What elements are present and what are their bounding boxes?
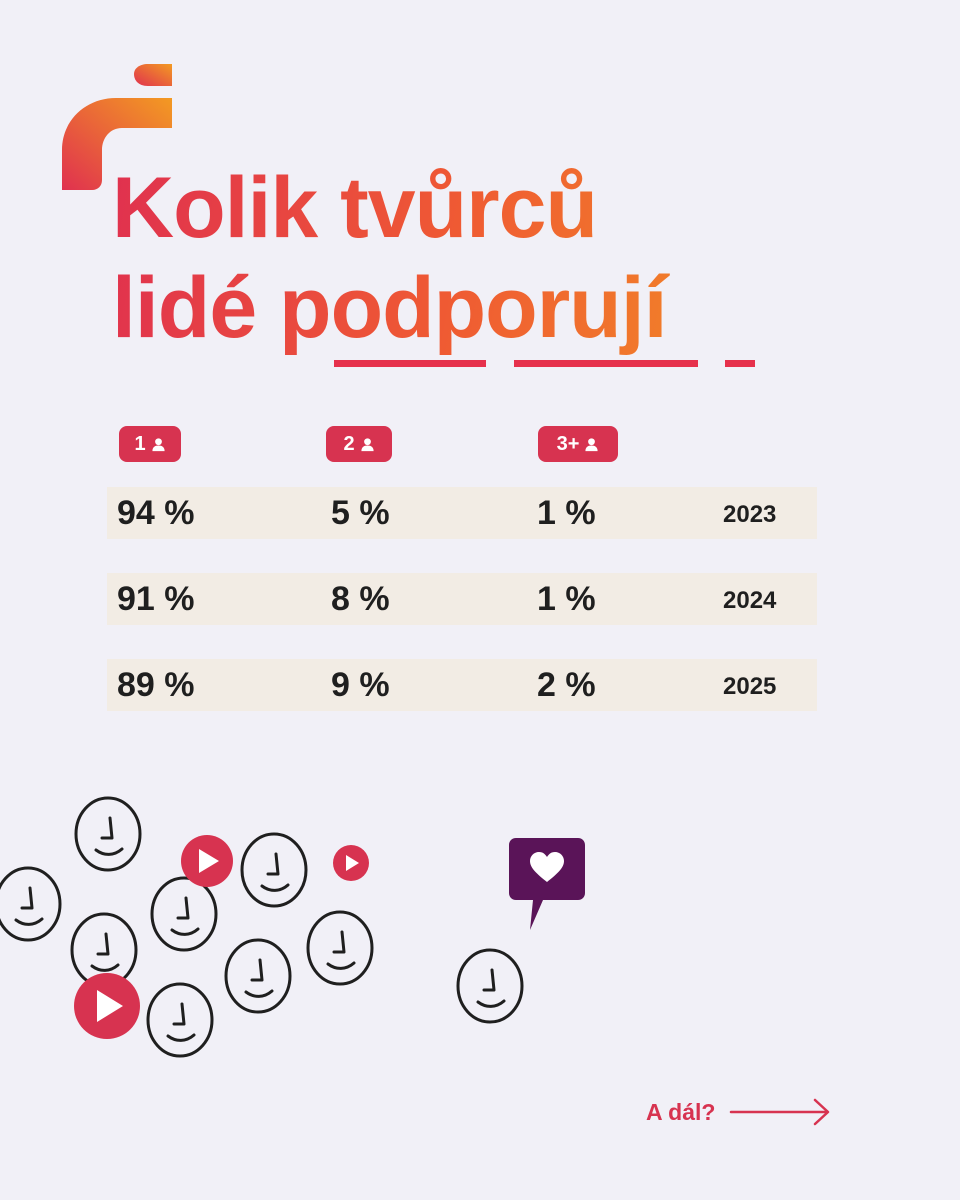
face-icon xyxy=(306,910,374,986)
face-icon xyxy=(224,938,292,1014)
person-icon xyxy=(151,437,165,451)
play-icon xyxy=(181,835,233,887)
column-badge-2: 2 xyxy=(326,426,392,462)
face-icon xyxy=(146,982,214,1058)
next-link[interactable]: A dál? xyxy=(646,1092,833,1132)
column-badge-3: 3+ xyxy=(538,426,618,462)
person-icon xyxy=(360,437,374,451)
person-icon xyxy=(585,437,598,451)
table-cell: 1 % xyxy=(537,494,596,532)
face-icon xyxy=(0,866,62,942)
next-link-label: A dál? xyxy=(646,1098,716,1125)
table-cell: 2 % xyxy=(537,666,596,704)
play-icon xyxy=(333,845,369,881)
row-year: 2025 xyxy=(723,673,777,700)
face-icon xyxy=(150,876,218,952)
table-row: 91 % 8 % 1 % 2024 xyxy=(107,573,817,625)
title-line-2: lidé podporují xyxy=(112,258,872,358)
face-icon xyxy=(456,948,524,1024)
table-row: 94 % 5 % 1 % 2023 xyxy=(107,487,817,539)
title-line-2-plain: lidé xyxy=(112,260,280,356)
arrow-right-icon xyxy=(730,1098,830,1126)
row-year: 2024 xyxy=(723,587,777,614)
column-badge-label: 2 xyxy=(343,432,355,455)
table-cell: 94 % xyxy=(117,494,195,532)
face-icon xyxy=(240,832,308,908)
page-title: Kolik tvůrců lidé podporují xyxy=(112,158,872,358)
column-badge-label: 1 xyxy=(134,432,146,455)
title-underline-3 xyxy=(725,360,755,367)
column-badge-label: 3+ xyxy=(556,432,580,455)
column-badge-1: 1 xyxy=(119,426,181,462)
brand-logo-icon xyxy=(62,64,172,190)
table-cell: 5 % xyxy=(331,494,390,532)
table-cell: 89 % xyxy=(117,666,195,704)
table-row: 89 % 9 % 2 % 2025 xyxy=(107,659,817,711)
crowd-illustration xyxy=(0,796,585,1058)
table-cell: 9 % xyxy=(331,666,390,704)
title-underline-2 xyxy=(514,360,698,367)
face-icon xyxy=(74,796,142,872)
table-cell: 1 % xyxy=(537,580,596,618)
title-line-1: Kolik tvůrců xyxy=(112,160,597,256)
row-year: 2023 xyxy=(723,501,777,528)
title-underline-1 xyxy=(334,360,486,367)
table-cell: 8 % xyxy=(331,580,390,618)
title-highlight-word: podporují xyxy=(279,260,667,356)
play-icon xyxy=(74,973,140,1039)
heart-bubble-icon xyxy=(509,838,585,930)
table-cell: 91 % xyxy=(117,580,195,618)
